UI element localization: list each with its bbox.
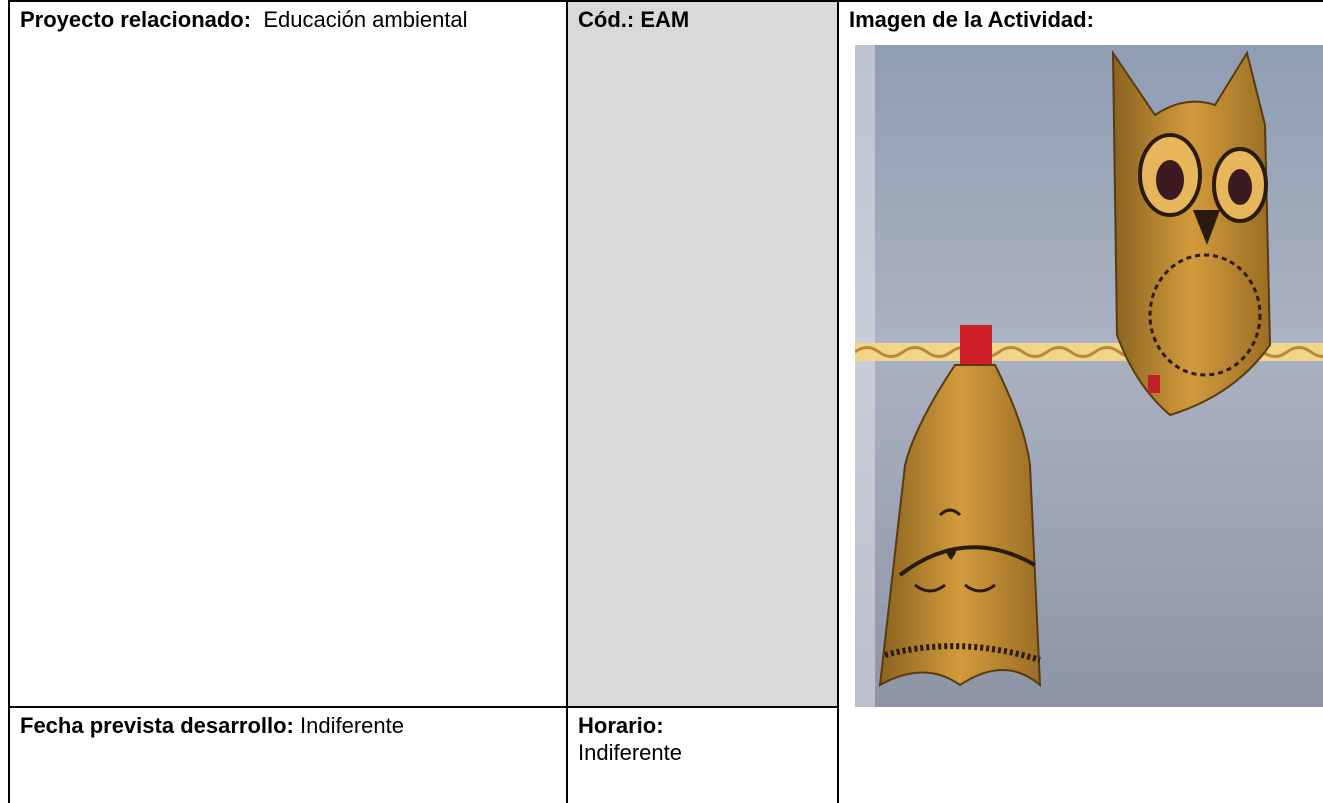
value: Indiferente <box>300 713 404 738</box>
clip <box>960 325 992 365</box>
label: Proyecto relacionado: <box>20 7 252 32</box>
owl <box>1111 49 1272 417</box>
border <box>8 706 839 708</box>
border <box>8 0 1323 2</box>
image-cell: Imagen de la Actividad: <box>839 2 1323 37</box>
label: Imagen de la Actividad: <box>849 7 1094 32</box>
code-cell-bg <box>568 1 838 707</box>
label: Horario: <box>578 713 664 738</box>
schedule-cell: Horario: Indiferente <box>568 708 837 770</box>
border <box>837 0 839 803</box>
border <box>8 0 10 803</box>
activity-image <box>855 45 1323 707</box>
label: Fecha prevista desarrollo: <box>20 713 294 738</box>
bat <box>878 364 1042 688</box>
light <box>855 45 875 707</box>
label: Cód.: <box>578 7 635 32</box>
code-cell: Cód.: EAM <box>568 2 837 37</box>
date-cell: Fecha prevista desarrollo: Indiferente <box>10 708 566 743</box>
project-cell: Proyecto relacionado: Educación ambienta… <box>10 2 566 37</box>
value: Indiferente <box>578 740 682 765</box>
value: EAM <box>640 7 690 32</box>
clip <box>1148 375 1160 393</box>
border <box>566 0 568 803</box>
value: Educación ambiental <box>263 7 468 32</box>
